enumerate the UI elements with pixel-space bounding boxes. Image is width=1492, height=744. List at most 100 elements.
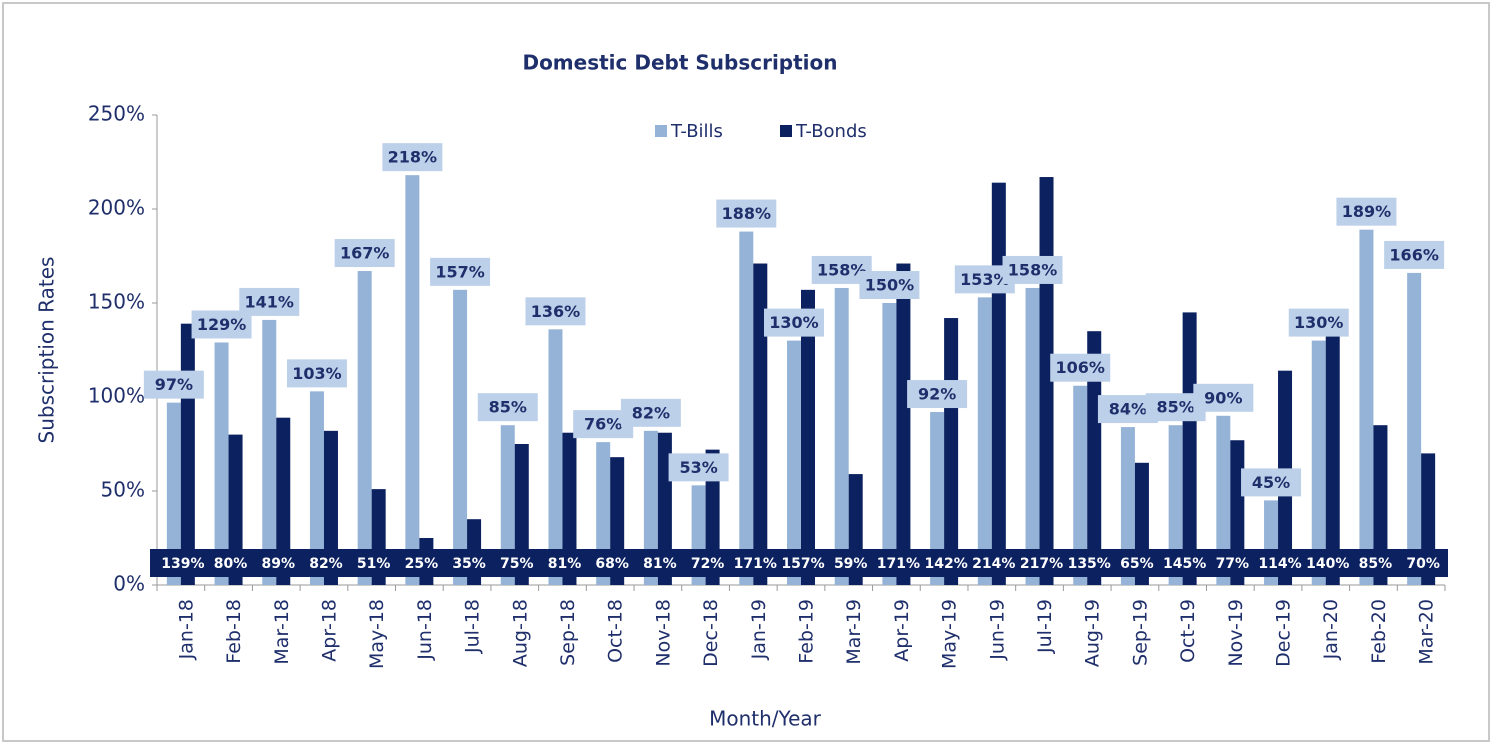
x-tick-label: Nov-18 (652, 599, 674, 667)
bar (1373, 425, 1388, 585)
y-tick-label: 200% (88, 196, 145, 220)
data-label: 140% (1306, 556, 1349, 572)
bar (801, 289, 815, 585)
y-tick-label: 100% (88, 384, 145, 408)
bar (180, 323, 195, 585)
data-label: 59% (834, 556, 868, 572)
x-tick-label: Feb-20 (1368, 599, 1390, 664)
data-label: 90% (1204, 388, 1242, 407)
bar (1407, 272, 1422, 585)
data-label: 136% (531, 302, 580, 321)
data-label: 85% (1156, 398, 1194, 417)
bar (357, 271, 372, 585)
bar (1025, 287, 1040, 585)
x-tick-label: Jul-18 (462, 599, 484, 654)
data-label-box (1050, 353, 1111, 382)
bar (977, 297, 992, 585)
bar (1311, 340, 1326, 585)
data-label-box (477, 393, 538, 422)
data-label: 141% (245, 292, 294, 311)
x-tick-label: Oct-18 (605, 599, 627, 663)
x-tick-label: Feb-18 (223, 599, 245, 664)
x-tick-label: Oct-19 (1177, 599, 1199, 663)
data-label: 89% (262, 556, 296, 572)
data-label: 157% (781, 556, 824, 572)
data-label-box (525, 297, 586, 326)
data-label: 65% (1120, 556, 1154, 572)
x-tick-label: Dec-18 (700, 599, 722, 667)
data-label-box (430, 257, 491, 286)
bar (753, 263, 768, 585)
data-label: 35% (452, 556, 486, 572)
legend-swatch (780, 125, 792, 137)
x-tick-label: Mar-18 (271, 599, 293, 665)
x-tick-label: Jul-19 (1034, 599, 1056, 654)
data-label: 135% (1068, 556, 1111, 572)
data-label-box (239, 287, 300, 316)
y-axis-title: Subscription Rates (35, 257, 59, 444)
data-label: 75% (500, 556, 534, 572)
data-label-box (907, 380, 968, 409)
bar (1230, 440, 1245, 585)
x-tick-label: Apr-19 (891, 599, 913, 662)
bar (657, 432, 672, 585)
data-label: 129% (197, 315, 246, 334)
data-label: 82% (632, 403, 670, 422)
x-tick-label: Jan-19 (748, 599, 770, 660)
bar (834, 287, 849, 585)
data-label: 171% (734, 556, 777, 572)
data-label: 92% (918, 385, 956, 404)
x-tick-label: Sep-18 (557, 599, 579, 666)
data-label-box (1288, 308, 1349, 337)
bar (214, 342, 229, 585)
bar (405, 175, 420, 585)
legend-label: T-Bonds (795, 121, 867, 142)
data-label-box (143, 370, 204, 399)
x-tick-label: Jan-20 (1320, 599, 1342, 660)
data-label: 158% (817, 260, 866, 279)
x-tick-label: May-19 (939, 599, 961, 669)
x-tick-label: Apr-18 (318, 599, 340, 662)
data-label-box (1002, 255, 1063, 284)
data-label: 25% (405, 556, 439, 572)
data-label: 114% (1258, 556, 1301, 572)
data-label-box (382, 143, 443, 172)
data-label: 189% (1342, 202, 1391, 221)
bar (1325, 321, 1340, 585)
bar (500, 425, 515, 585)
bar (309, 391, 324, 585)
data-label: 171% (877, 556, 920, 572)
data-label: 145% (1163, 556, 1206, 572)
x-tick-label: Aug-18 (509, 599, 531, 667)
data-label-box (1384, 240, 1445, 269)
bar (991, 182, 1006, 585)
data-label: 218% (388, 148, 437, 167)
data-label: 80% (214, 556, 248, 572)
data-label-box (1336, 197, 1397, 226)
bar (1216, 415, 1231, 585)
data-label: 45% (1252, 473, 1290, 492)
bar (787, 340, 801, 585)
data-label-box (764, 308, 824, 337)
x-tick-label: Feb-19 (796, 599, 818, 664)
x-tick-label: Aug-19 (1082, 599, 1104, 667)
data-label-box (668, 453, 729, 482)
data-label: 81% (548, 556, 582, 572)
data-label: 153% (960, 270, 1009, 289)
bar (1120, 427, 1135, 585)
data-label: 106% (1056, 358, 1105, 377)
data-label-box (716, 199, 777, 228)
bar (1359, 229, 1374, 585)
bar (1087, 331, 1102, 585)
bar (896, 263, 911, 585)
data-label-box (859, 271, 920, 299)
bar (739, 231, 754, 585)
data-label: 72% (691, 556, 725, 572)
x-tick-label: Jan-18 (175, 599, 197, 660)
data-label: 77% (1216, 556, 1250, 572)
data-label-box (1193, 383, 1254, 412)
data-label: 97% (155, 375, 193, 394)
data-label: 150% (865, 276, 914, 295)
data-label: 130% (769, 313, 818, 332)
data-label: 81% (643, 556, 677, 572)
